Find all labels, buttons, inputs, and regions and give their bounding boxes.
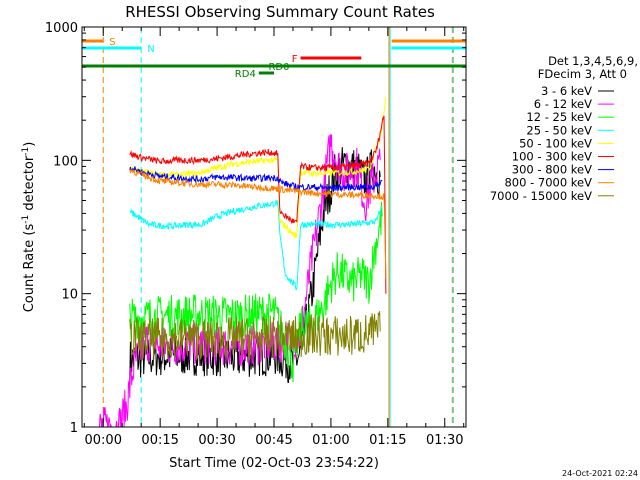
legend-label: 3 - 6 keV (541, 84, 592, 98)
y-axis-label-mid: detector (22, 155, 37, 215)
legend-label: 7000 - 15000 keV (490, 189, 592, 203)
series-line (129, 96, 387, 239)
flag-label: N (147, 44, 154, 55)
y-axis-label-sup1: -1 (21, 215, 31, 224)
series-line (129, 201, 383, 383)
x-tick-label: 00:30 (198, 433, 235, 448)
series-line (129, 311, 381, 361)
flag-label: F (292, 54, 298, 65)
y-axis-label-sup2: -1 (21, 147, 31, 156)
legend-header-line1: Det 1,3,4,5,6,9, (548, 54, 638, 68)
x-tick-label: 00:15 (141, 433, 178, 448)
legend-label: 50 - 100 keV (519, 136, 592, 150)
y-axis-label: Count Rate (s-1 detector-1) (21, 142, 37, 313)
legend-label: 100 - 300 keV (512, 150, 592, 164)
x-tick-label: 00:45 (255, 433, 292, 448)
x-tick-label: 01:00 (312, 433, 349, 448)
flag-label: RD4 (235, 69, 256, 80)
legend-label: 300 - 800 keV (512, 163, 592, 177)
y-tick-label: 100 (53, 154, 78, 169)
series-line (129, 168, 387, 279)
series-lines (99, 96, 387, 428)
generation-timestamp: 24-Oct-2021 02:24 (562, 469, 638, 478)
x-tick-label: 01:30 (426, 433, 463, 448)
y-tick-label: 1000 (45, 21, 78, 36)
chart-title: RHESSI Observing Summary Count Rates (125, 3, 435, 21)
y-tick-label: 1 (70, 421, 78, 436)
x-tick-label: 01:15 (369, 433, 406, 448)
flag-label: RD0 (268, 62, 289, 73)
legend-label: 25 - 50 keV (526, 123, 592, 137)
legend: Det 1,3,4,5,6,9, FDecim 3, Att 0 3 - 6 k… (490, 54, 638, 203)
x-tick-label: 00:00 (85, 433, 122, 448)
legend-label: 800 - 7000 keV (504, 176, 592, 190)
legend-label: 6 - 12 keV (534, 97, 592, 111)
y-axis-label-end: ) (22, 142, 37, 147)
flag-label: S (109, 37, 115, 48)
axis-ticks: 00:00 00:15 00:30 00:45 01:00 01:15 01:30 1 10 10… (45, 21, 466, 448)
y-axis-label-main: Count Rate (s (22, 224, 37, 313)
flag-bars: S N RD0 RD4 F (82, 37, 466, 80)
legend-header-line2: FDecim 3, Att 0 (538, 67, 627, 81)
series-line (129, 115, 387, 294)
x-axis-label: Start Time (02-Oct-03 23:54:22) (169, 456, 379, 471)
series-line (129, 198, 383, 291)
series-line (129, 166, 383, 193)
y-tick-label: 10 (61, 288, 78, 303)
legend-label: 12 - 25 keV (526, 110, 592, 124)
